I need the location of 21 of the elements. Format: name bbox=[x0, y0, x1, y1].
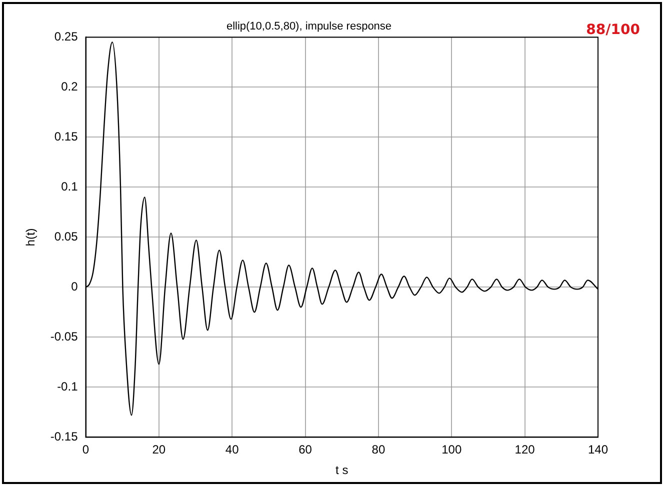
x-tick-label: 20 bbox=[152, 442, 166, 457]
x-tick-label: 60 bbox=[298, 442, 312, 457]
y-tick-label: -0.1 bbox=[57, 380, 78, 394]
x-tick-label: 80 bbox=[372, 442, 386, 457]
y-tick-label: -0.15 bbox=[50, 430, 78, 444]
x-tick-label: 120 bbox=[514, 442, 536, 457]
x-tick-label: 140 bbox=[588, 442, 608, 457]
y-tick-label: 0.25 bbox=[54, 30, 78, 44]
x-axis-title: t s bbox=[336, 463, 348, 478]
y-tick-label: 0.05 bbox=[54, 230, 78, 244]
y-tick-label: 0.1 bbox=[61, 180, 78, 194]
y-tick-label: -0.05 bbox=[50, 330, 78, 344]
annotation: 88/100 bbox=[586, 22, 640, 38]
x-tick-label: 100 bbox=[442, 442, 462, 457]
y-tick-label: 0.15 bbox=[54, 130, 78, 144]
x-tick-label: 40 bbox=[225, 442, 240, 457]
y-tick-label: 0 bbox=[71, 280, 78, 294]
y-tick-label: 0.2 bbox=[61, 80, 78, 94]
chart-title: ellip(10,0.5,80), impulse response bbox=[226, 20, 392, 33]
x-tick-label: 0 bbox=[82, 442, 90, 457]
y-axis-title: h(t) bbox=[24, 228, 38, 246]
